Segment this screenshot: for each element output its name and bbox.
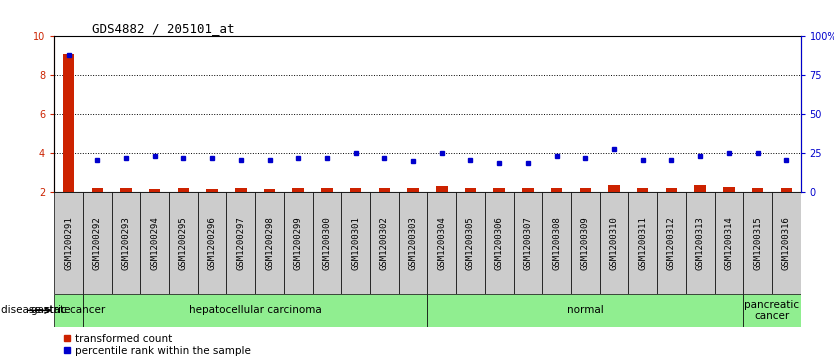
Bar xyxy=(169,192,198,294)
Text: GSM1200295: GSM1200295 xyxy=(179,216,188,270)
Text: disease state: disease state xyxy=(1,305,70,315)
Bar xyxy=(427,294,743,327)
Bar xyxy=(600,192,628,294)
Text: gastric cancer: gastric cancer xyxy=(32,305,106,315)
Bar xyxy=(92,188,103,192)
Bar xyxy=(350,188,361,192)
Text: GSM1200307: GSM1200307 xyxy=(524,216,532,270)
Text: GDS4882 / 205101_at: GDS4882 / 205101_at xyxy=(92,22,234,35)
Text: GSM1200310: GSM1200310 xyxy=(610,216,619,270)
Bar xyxy=(608,185,620,192)
Text: GSM1200299: GSM1200299 xyxy=(294,216,303,270)
Bar xyxy=(255,192,284,294)
Text: GSM1200312: GSM1200312 xyxy=(667,216,676,270)
Bar xyxy=(321,188,333,192)
Bar xyxy=(313,192,341,294)
Bar xyxy=(522,188,534,192)
Text: GSM1200315: GSM1200315 xyxy=(753,216,762,270)
Bar xyxy=(781,188,792,192)
Bar xyxy=(54,192,83,294)
Text: GSM1200294: GSM1200294 xyxy=(150,216,159,270)
Bar xyxy=(551,188,562,192)
Text: GSM1200293: GSM1200293 xyxy=(122,216,130,270)
Text: pancreatic
cancer: pancreatic cancer xyxy=(745,299,800,321)
Bar xyxy=(227,192,255,294)
Bar xyxy=(456,192,485,294)
Bar xyxy=(436,185,448,192)
Text: GSM1200306: GSM1200306 xyxy=(495,216,504,270)
Text: GSM1200298: GSM1200298 xyxy=(265,216,274,270)
Bar xyxy=(379,188,390,192)
Bar xyxy=(149,189,160,192)
Text: GSM1200314: GSM1200314 xyxy=(725,216,733,270)
Text: GSM1200311: GSM1200311 xyxy=(638,216,647,270)
Bar xyxy=(751,188,763,192)
Text: GSM1200308: GSM1200308 xyxy=(552,216,561,270)
Bar xyxy=(580,188,591,192)
Bar xyxy=(120,188,132,192)
Bar xyxy=(140,192,169,294)
Bar xyxy=(514,192,542,294)
Text: GSM1200301: GSM1200301 xyxy=(351,216,360,270)
Bar xyxy=(571,192,600,294)
Text: GSM1200309: GSM1200309 xyxy=(580,216,590,270)
Bar xyxy=(54,294,83,327)
Text: GSM1200302: GSM1200302 xyxy=(379,216,389,270)
Bar xyxy=(772,192,801,294)
Text: GSM1200300: GSM1200300 xyxy=(323,216,331,270)
Bar xyxy=(657,192,686,294)
Bar xyxy=(743,294,801,327)
Text: GSM1200297: GSM1200297 xyxy=(236,216,245,270)
Bar xyxy=(637,188,649,192)
Bar xyxy=(178,188,189,192)
Bar xyxy=(264,189,275,192)
Bar xyxy=(341,192,370,294)
Bar xyxy=(686,192,715,294)
Text: GSM1200291: GSM1200291 xyxy=(64,216,73,270)
Text: GSM1200292: GSM1200292 xyxy=(93,216,102,270)
Bar xyxy=(63,54,74,192)
Bar xyxy=(485,192,514,294)
Bar xyxy=(542,192,571,294)
Bar xyxy=(293,188,304,192)
Bar xyxy=(370,192,399,294)
Bar xyxy=(112,192,140,294)
Bar xyxy=(235,188,247,192)
Bar xyxy=(695,185,706,192)
Bar xyxy=(427,192,456,294)
Bar xyxy=(399,192,427,294)
Text: GSM1200303: GSM1200303 xyxy=(409,216,418,270)
Bar xyxy=(666,188,677,192)
Bar xyxy=(83,294,427,327)
Legend: transformed count, percentile rank within the sample: transformed count, percentile rank withi… xyxy=(59,330,255,360)
Text: GSM1200305: GSM1200305 xyxy=(466,216,475,270)
Bar xyxy=(206,189,218,192)
Bar xyxy=(628,192,657,294)
Text: GSM1200313: GSM1200313 xyxy=(696,216,705,270)
Bar xyxy=(494,188,505,192)
Bar xyxy=(198,192,227,294)
Bar xyxy=(284,192,313,294)
Text: normal: normal xyxy=(567,305,604,315)
Text: GSM1200316: GSM1200316 xyxy=(781,216,791,270)
Bar xyxy=(83,192,112,294)
Text: GSM1200296: GSM1200296 xyxy=(208,216,217,270)
Bar xyxy=(723,187,735,192)
Text: GSM1200304: GSM1200304 xyxy=(437,216,446,270)
Bar xyxy=(407,188,419,192)
Bar xyxy=(465,188,476,192)
Bar xyxy=(743,192,772,294)
Text: hepatocellular carcinoma: hepatocellular carcinoma xyxy=(188,305,322,315)
Bar xyxy=(715,192,743,294)
